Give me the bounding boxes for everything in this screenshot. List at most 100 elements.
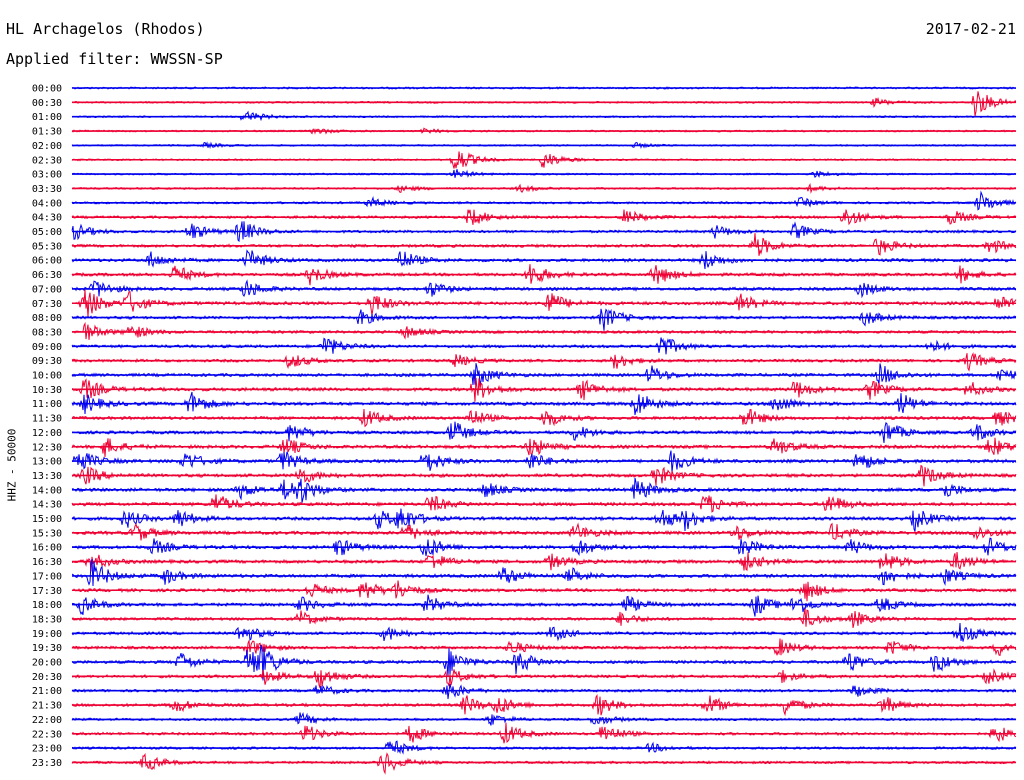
trace-row-0500: 05:00 [32,221,1017,243]
trace-row-2030: 20:30 [32,668,1017,689]
trace-row-2230: 22:30 [32,722,1017,744]
seismic-trace [71,91,1017,117]
row-time-label: 02:30 [32,155,62,166]
seismic-trace [71,352,1017,372]
trace-row-2000: 20:00 [32,644,1017,681]
row-time-label: 17:30 [32,586,62,597]
row-time-label: 10:30 [32,385,62,396]
row-time-label: 04:00 [32,198,62,209]
seismic-trace [71,508,1017,532]
trace-row-1600: 16:00 [32,537,1017,557]
trace-row-0000: 00:00 [32,84,1017,95]
trace-row-0800: 08:00 [32,308,1017,331]
trace-row-1400: 14:00 [32,477,1017,503]
row-time-label: 05:00 [32,227,62,238]
trace-row-1330: 13:30 [32,464,1017,487]
row-time-label: 08:00 [32,313,62,324]
row-time-label: 22:00 [32,715,62,726]
row-time-label: 06:00 [32,256,62,267]
row-time-label: 23:00 [32,744,62,755]
trace-row-1730: 17:30 [32,580,1017,602]
row-time-label: 15:00 [32,514,62,525]
trace-row-0100: 01:00 [32,110,1017,123]
row-time-label: 16:30 [32,557,62,568]
seismic-trace [71,110,1017,122]
trace-row-1300: 13:00 [32,450,1017,473]
row-time-label: 21:30 [32,701,62,712]
row-time-label: 11:30 [32,414,62,425]
seismic-trace [71,683,1017,700]
seismic-trace [71,752,1017,775]
trace-row-0330: 03:30 [32,183,1017,195]
row-time-label: 05:30 [32,241,62,252]
row-time-label: 13:30 [32,471,62,482]
trace-row-0130: 01:30 [32,127,1017,138]
trace-row-1830: 18:30 [32,608,1017,629]
trace-row-2330: 23:30 [32,752,1017,775]
seismic-trace [71,190,1017,211]
filter-label: Applied filter: WWSSN-SP [6,50,223,68]
row-time-label: 00:00 [32,84,62,95]
seismic-trace [71,308,1017,331]
trace-row-1200: 12:00 [32,421,1017,443]
row-time-label: 01:30 [32,127,62,138]
row-time-label: 01:00 [32,112,62,123]
trace-row-0400: 04:00 [32,190,1017,211]
trace-row-2200: 22:00 [32,711,1017,726]
trace-row-0230: 02:30 [32,151,1017,169]
trace-row-0300: 03:00 [32,169,1017,181]
row-time-label: 20:30 [32,672,62,683]
trace-row-1030: 10:30 [32,377,1017,402]
trace-row-0900: 09:00 [32,337,1017,355]
trace-row-0430: 04:30 [32,209,1017,226]
row-time-label: 12:30 [32,442,62,453]
trace-row-1000: 10:00 [32,363,1017,386]
date-label: 2017-02-21 [925,20,1016,38]
trace-row-0600: 06:00 [32,249,1017,270]
trace-row-1230: 12:30 [32,437,1017,458]
seismic-trace [71,233,1017,256]
trace-row-0630: 06:30 [32,264,1017,286]
trace-row-2130: 21:30 [32,693,1017,717]
trace-row-2300: 23:00 [32,740,1017,755]
row-time-label: 11:00 [32,399,62,410]
trace-row-0830: 08:30 [32,321,1017,340]
row-time-label: 17:00 [32,571,62,582]
row-time-label: 16:00 [32,543,62,554]
trace-row-0200: 02:00 [32,141,1017,152]
seismic-trace [71,559,1017,587]
row-time-label: 21:00 [32,686,62,697]
row-time-label: 06:30 [32,270,62,281]
row-time-label: 07:00 [32,284,62,295]
trace-row-0530: 05:30 [32,233,1017,256]
row-time-label: 08:30 [32,327,62,338]
trace-row-1100: 11:00 [32,391,1017,415]
trace-row-1930: 19:30 [32,638,1017,657]
trace-row-0930: 09:30 [32,352,1017,372]
trace-row-1130: 11:30 [32,408,1017,428]
row-time-label: 14:30 [32,500,62,511]
row-time-label: 23:30 [32,758,62,769]
row-time-label: 14:00 [32,485,62,496]
trace-row-2100: 21:00 [32,683,1017,700]
seismic-trace [71,594,1017,617]
station-title: HL Archagelos (Rhodos) [6,20,205,38]
row-time-label: 03:30 [32,184,62,195]
row-time-label: 22:30 [32,729,62,740]
seismic-trace [71,494,1017,513]
row-time-label: 10:00 [32,371,62,382]
row-time-label: 19:00 [32,629,62,640]
row-time-label: 09:30 [32,356,62,367]
trace-row-0730: 07:30 [32,289,1017,318]
trace-row-1700: 17:00 [32,559,1017,587]
row-time-label: 12:00 [32,428,62,439]
row-time-label: 03:00 [32,170,62,181]
trace-row-1800: 18:00 [32,594,1017,617]
row-time-label: 09:00 [32,342,62,353]
trace-row-1630: 16:30 [32,551,1017,572]
row-time-label: 19:30 [32,643,62,654]
row-time-label: 07:30 [32,299,62,310]
row-time-label: 04:30 [32,213,62,224]
trace-row-1530: 15:30 [32,522,1017,541]
